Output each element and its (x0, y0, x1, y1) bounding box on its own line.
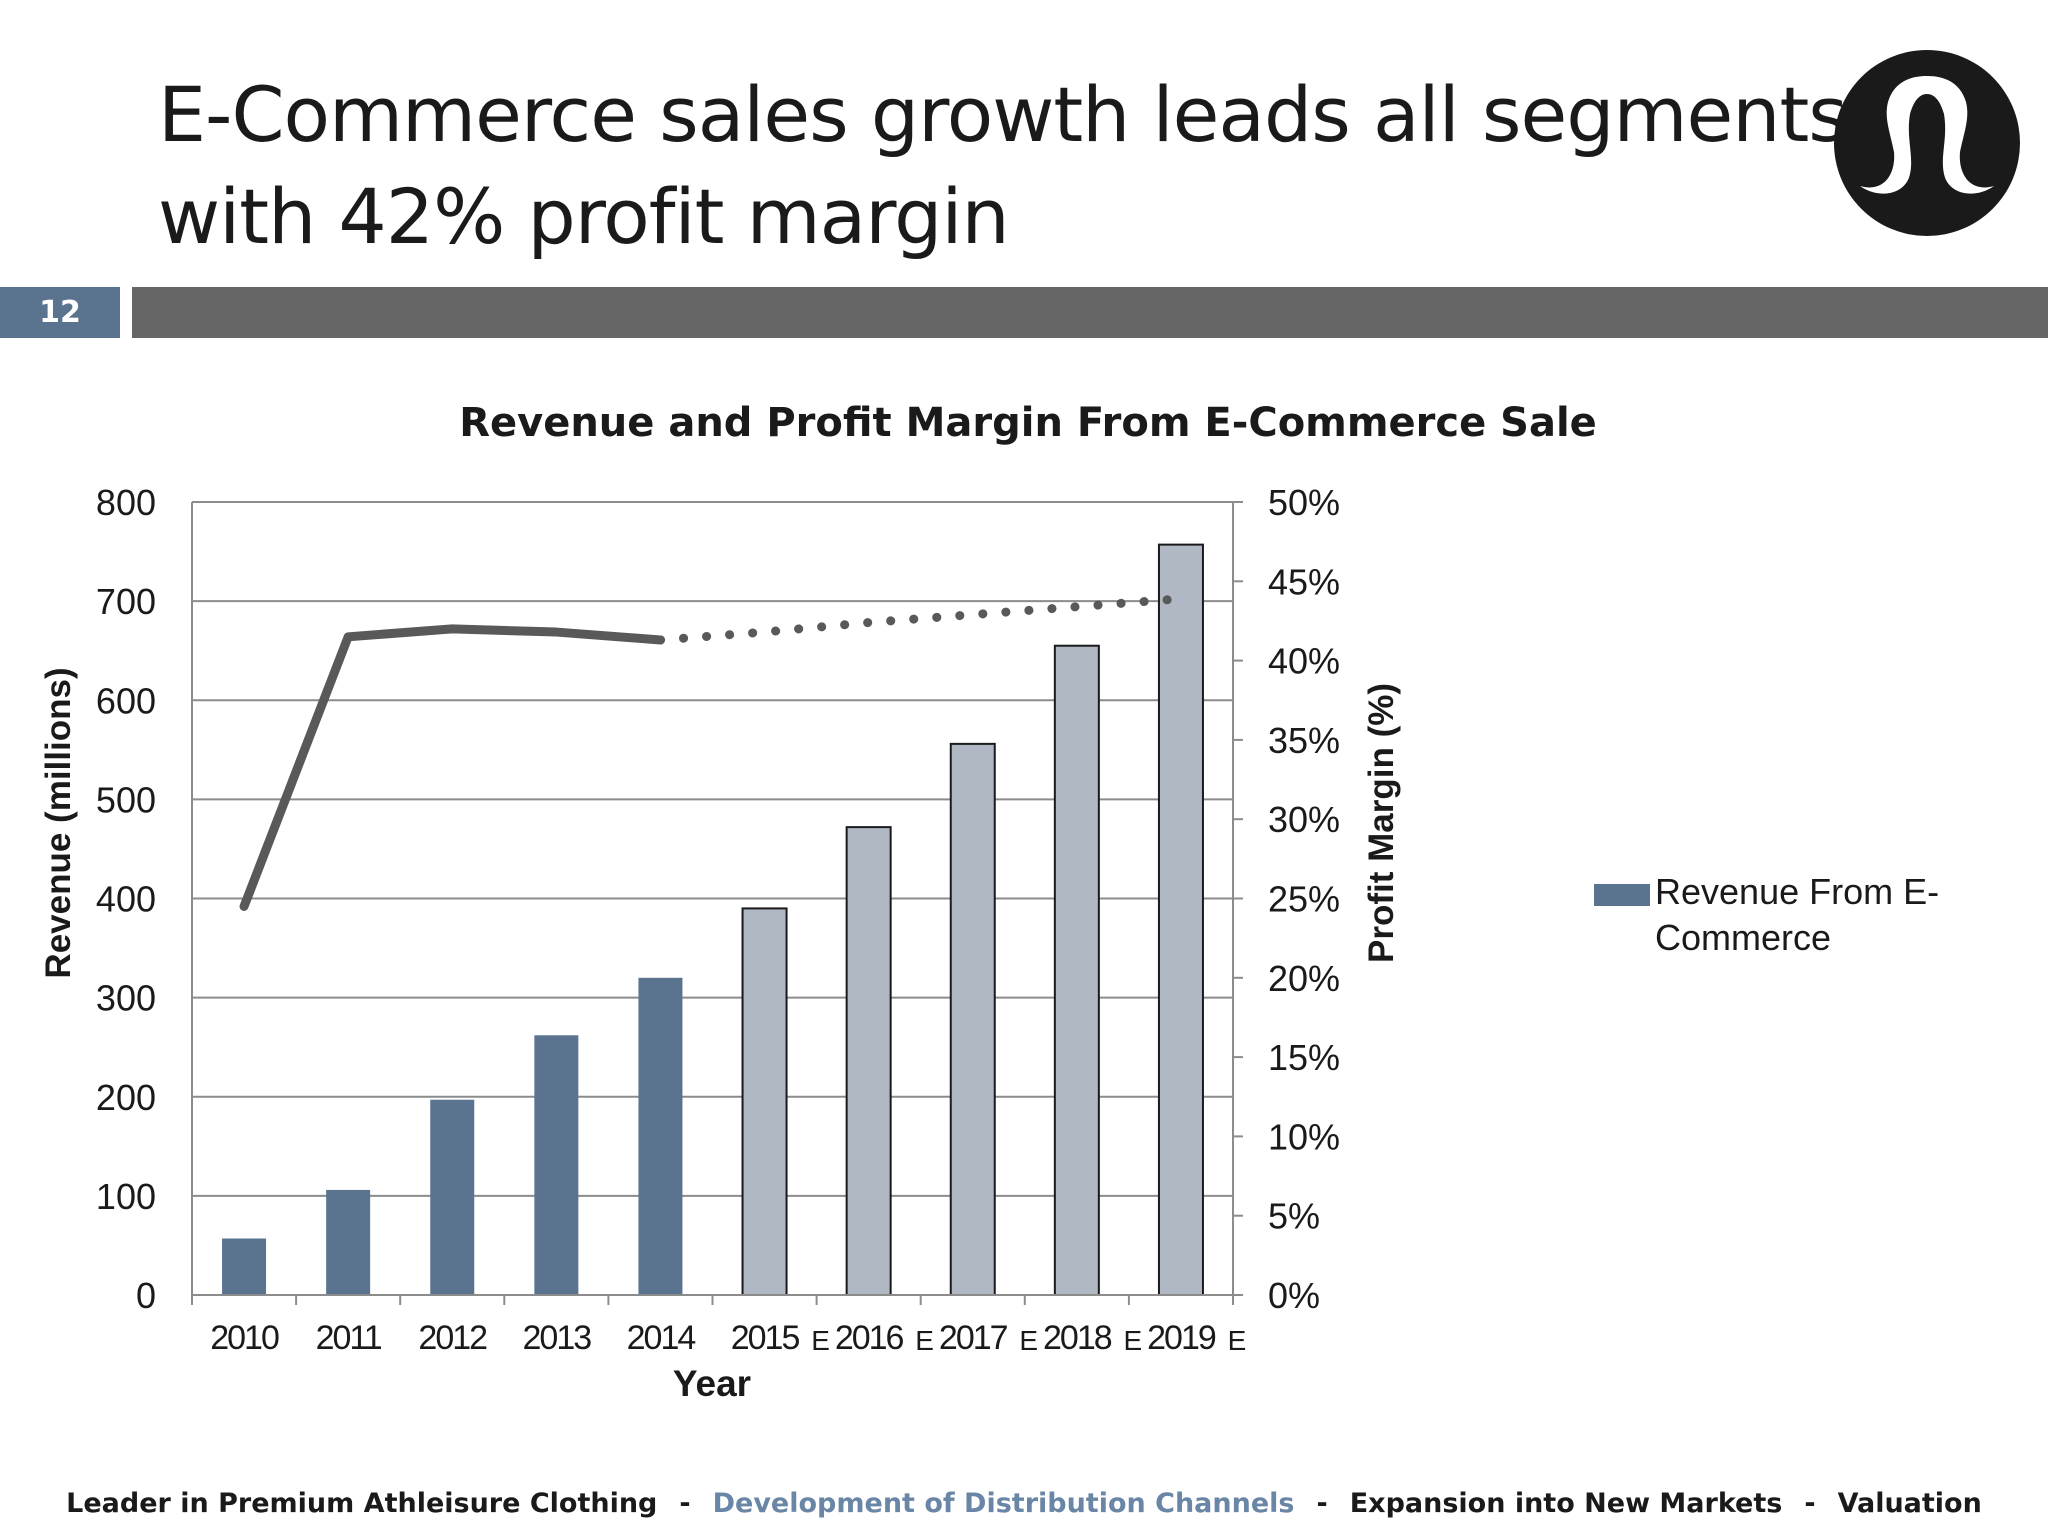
footer-separator: - (1316, 1488, 1328, 1519)
revenue-bar (326, 1189, 371, 1295)
y2-tick-label: 35% (1268, 720, 1340, 761)
y2-tick-label: 0% (1268, 1275, 1320, 1316)
revenue-bar (222, 1238, 267, 1295)
y2-tick-label: 15% (1268, 1037, 1340, 1078)
brand-logo (1834, 50, 2020, 236)
slide-title-line-1: E-Commerce sales growth leads all segmen… (158, 70, 1848, 159)
legend: Revenue From E-Commerce (1594, 871, 1939, 958)
profit-margin-actual-line (239, 624, 665, 911)
revenue-bar (1157, 543, 1204, 1296)
estimate-marker: E (1019, 1325, 1038, 1356)
estimate-marker: E (915, 1325, 934, 1356)
revenue-bar (638, 977, 683, 1295)
x-tick-label: 2019 (1147, 1319, 1216, 1357)
footer-item-leader[interactable]: Leader in Premium Athleisure Clothing (66, 1488, 658, 1519)
revenue-bar (845, 826, 892, 1296)
revenue-bar (741, 907, 788, 1296)
estimate-marker: E (1228, 1325, 1247, 1356)
revenue-bar (1053, 644, 1100, 1296)
y-axis-label: Revenue (millions) (39, 667, 78, 978)
header-divider-bar (132, 287, 2048, 338)
profit-margin-line (239, 594, 1186, 911)
estimate-marker: E (811, 1325, 830, 1356)
x-tick-label: 2010 (210, 1319, 279, 1357)
y-tick-label: 0 (136, 1275, 156, 1316)
revenue-bars (222, 543, 1204, 1296)
x-tick-label: 2016 (835, 1319, 904, 1357)
y2-tick-label: 45% (1268, 561, 1340, 602)
y2-tick-label: 40% (1268, 641, 1340, 682)
y2-tick-label: 30% (1268, 799, 1340, 840)
x-tick-label: 2011 (316, 1319, 382, 1357)
y2-tick-label: 50% (1268, 482, 1340, 523)
y-tick-label: 300 (96, 978, 156, 1019)
revenue-bar (430, 1099, 475, 1295)
y-tick-label: 100 (96, 1176, 156, 1217)
x-tick-label: 2018 (1043, 1319, 1112, 1357)
x-tick-label: 2014 (627, 1319, 696, 1357)
revenue-bar (949, 742, 996, 1296)
footer-nav: Leader in Premium Athleisure Clothing - De… (0, 1488, 2048, 1519)
revenue-bar (534, 1035, 579, 1295)
y2-tick-label: 5% (1268, 1196, 1320, 1237)
y-tick-label: 800 (96, 482, 156, 523)
x-tick-label: 2017 (939, 1319, 1008, 1357)
y-tick-label: 600 (96, 680, 156, 721)
x-tick-label: 2015 (731, 1319, 800, 1357)
profit-margin-estimate-line (655, 594, 1186, 645)
page-number-badge: 12 (0, 287, 120, 338)
footer-separator: - (679, 1488, 691, 1519)
chart-title: Revenue and Profit Margin From E-Commerc… (459, 400, 1597, 446)
axes: 0 100 200 300 400 500 600 700 800 0% 5% 10% 15% 20% 25… (96, 482, 1340, 1357)
x-axis-label: Year (673, 1363, 751, 1404)
x-tick-label: 2012 (418, 1319, 487, 1357)
legend-label: Revenue From E-Commerce (1655, 871, 1939, 958)
estimate-marker: E (1124, 1325, 1143, 1356)
footer-item-distribution[interactable]: Development of Distribution Channels (712, 1488, 1295, 1519)
slide-title-line-2: with 42% profit margin (158, 172, 1010, 261)
y-tick-label: 500 (96, 779, 156, 820)
y-tick-label: 700 (96, 581, 156, 622)
y-tick-label: 200 (96, 1077, 156, 1118)
y2-axis-label: Profit Margin (%) (1362, 683, 1401, 963)
legend-swatch (1594, 884, 1650, 906)
y2-tick-label: 10% (1268, 1116, 1340, 1157)
footer-separator: - (1804, 1488, 1816, 1519)
revenue-margin-chart: Revenue and Profit Margin From E-Commerc… (39, 400, 1939, 1404)
y-tick-label: 400 (96, 879, 156, 920)
footer-item-expansion[interactable]: Expansion into New Markets (1349, 1488, 1783, 1519)
x-tick-label: 2013 (523, 1319, 592, 1357)
y2-tick-label: 25% (1268, 879, 1340, 920)
y2-tick-label: 20% (1268, 958, 1340, 999)
footer-item-valuation[interactable]: Valuation (1837, 1488, 1982, 1519)
